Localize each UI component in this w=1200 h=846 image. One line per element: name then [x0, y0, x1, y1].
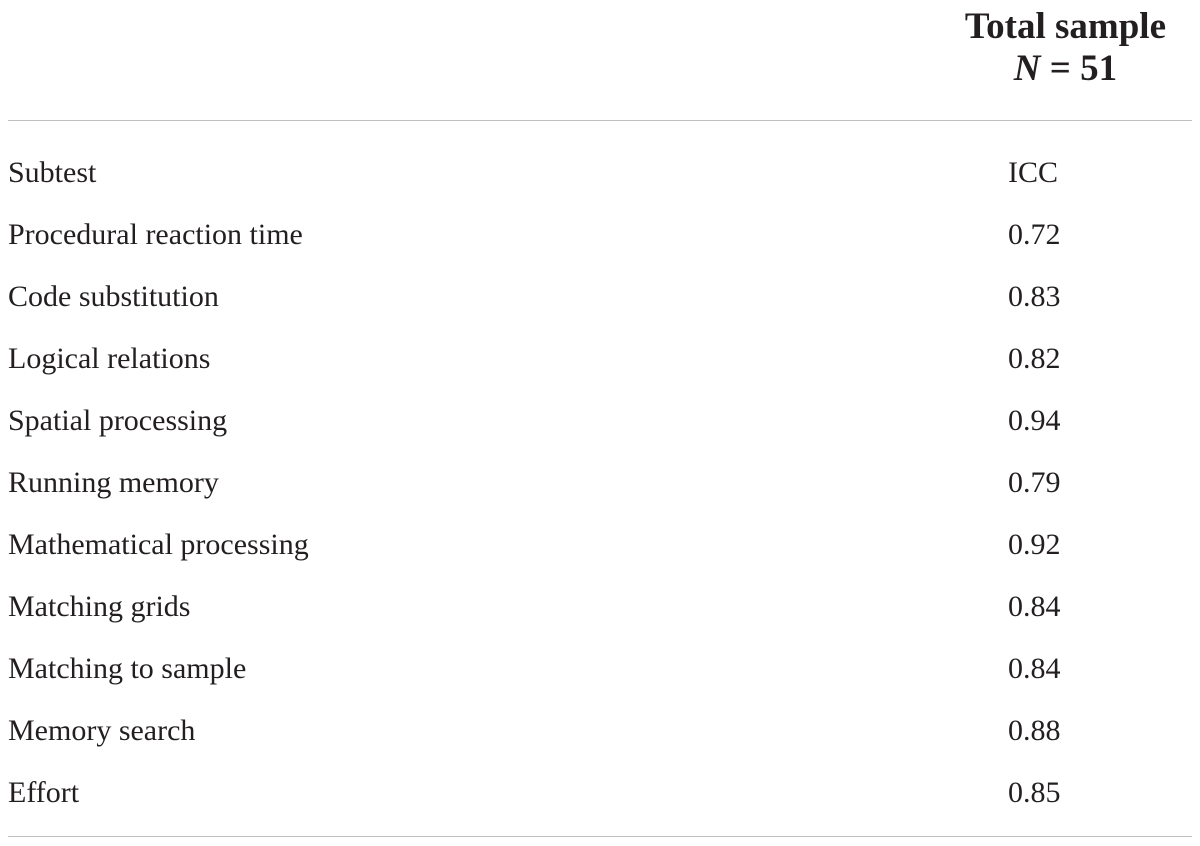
icc-value: 0.83 [1008, 280, 1061, 313]
icc-value: 0.88 [1008, 714, 1061, 747]
icc-value: 0.84 [1008, 652, 1061, 685]
icc-value: 0.82 [1008, 342, 1061, 375]
table-subheader-row: Subtest ICC [0, 142, 1200, 204]
column-header-title: Total sample [964, 6, 1166, 47]
table-row: Code substitution 0.83 [0, 266, 1200, 328]
sample-size-value: = 51 [1049, 48, 1118, 89]
sample-size-symbol: N [1013, 48, 1041, 89]
subtest-name: Spatial processing [8, 404, 228, 437]
icc-value: 0.94 [1008, 404, 1061, 437]
subtest-name: Matching to sample [8, 652, 247, 685]
sample-size-label: N = 51 [965, 48, 1166, 90]
table-row: Memory search 0.88 [0, 700, 1200, 762]
table-bottom-rule [8, 836, 1192, 837]
table-row: Effort 0.85 [0, 762, 1200, 824]
table-row: Logical relations 0.82 [0, 328, 1200, 390]
table-body: Subtest ICC Procedural reaction time 0.7… [0, 142, 1200, 824]
table-row: Running memory 0.79 [0, 452, 1200, 514]
icc-column-label: ICC [1008, 156, 1059, 189]
icc-value: 0.92 [1008, 528, 1061, 561]
subtest-name: Mathematical processing [8, 528, 309, 561]
subtest-column-label: Subtest [8, 156, 97, 189]
subtest-name: Memory search [8, 714, 196, 747]
icc-value: 0.85 [1008, 776, 1061, 809]
subtest-name: Procedural reaction time [8, 218, 303, 251]
header-divider [8, 120, 1192, 121]
subtest-name: Matching grids [8, 590, 191, 623]
table-row: Spatial processing 0.94 [0, 390, 1200, 452]
icc-value: 0.84 [1008, 590, 1061, 623]
table-row: Procedural reaction time 0.72 [0, 204, 1200, 266]
subtest-name: Logical relations [8, 342, 211, 375]
subtest-name: Running memory [8, 466, 219, 499]
table-row: Matching grids 0.84 [0, 576, 1200, 638]
table-row: Matching to sample 0.84 [0, 638, 1200, 700]
column-header-total-sample: Total sample N = 51 [965, 6, 1166, 90]
subtest-name: Code substitution [8, 280, 219, 313]
table-header: Total sample N = 51 [0, 0, 1200, 120]
icc-value: 0.72 [1008, 218, 1061, 251]
table-row: Mathematical processing 0.92 [0, 514, 1200, 576]
subtest-name: Effort [8, 776, 80, 809]
icc-value: 0.79 [1008, 466, 1061, 499]
